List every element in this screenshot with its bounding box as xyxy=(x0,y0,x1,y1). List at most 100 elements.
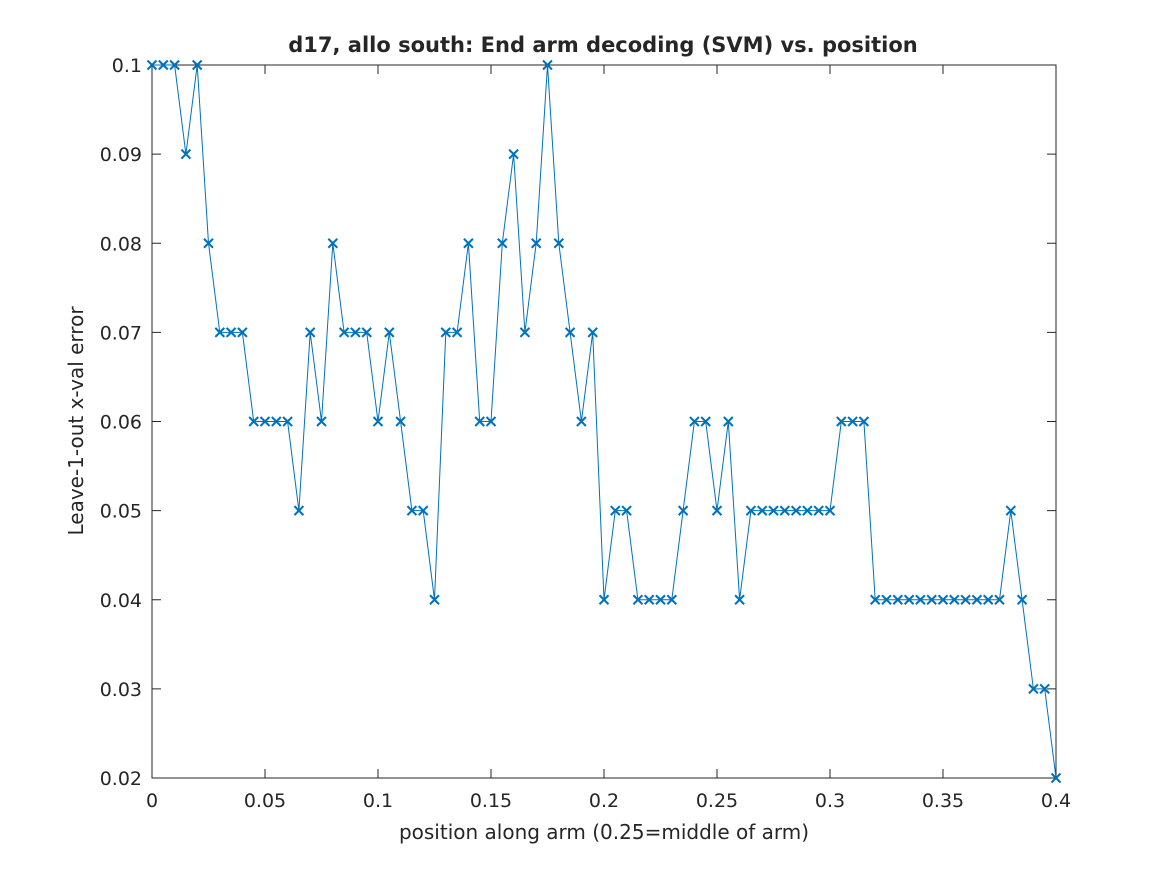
data-point-marker xyxy=(903,594,915,605)
data-point-marker xyxy=(271,416,282,427)
data-point-marker xyxy=(576,416,587,427)
x-axis-label: position along arm (0.25=middle of arm) xyxy=(399,820,809,844)
data-point-marker xyxy=(689,416,700,427)
data-point-marker xyxy=(316,416,327,427)
x-axis: 0 0.05 0.1 0.15 0.2 0.25 0.3 0.35 0.4 xyxy=(146,65,1071,812)
data-point-marker xyxy=(485,416,497,427)
data-point-marker xyxy=(564,327,576,338)
data-point-marker xyxy=(1028,683,1039,695)
data-point-marker xyxy=(598,594,610,605)
data-point-marker xyxy=(802,505,813,516)
data-point-marker xyxy=(282,416,293,427)
x-tick-label: 0.05 xyxy=(244,790,286,812)
data-point-marker xyxy=(237,327,248,338)
x-tick-label: 0.2 xyxy=(589,790,619,812)
x-tick-label: 0.3 xyxy=(815,790,845,812)
data-point-marker xyxy=(881,594,892,605)
data-markers xyxy=(146,59,1062,784)
data-point-marker xyxy=(700,416,711,427)
data-point-marker xyxy=(869,594,881,605)
x-tick-label: 0 xyxy=(146,790,158,812)
y-tick-label: 0.04 xyxy=(100,590,142,612)
data-point-marker xyxy=(508,148,519,160)
y-tick-label: 0.02 xyxy=(100,768,142,790)
y-axis-label: Leave-1-out x-val error xyxy=(64,306,88,536)
data-point-marker xyxy=(406,505,418,516)
data-point-marker xyxy=(813,505,824,516)
data-point-marker xyxy=(293,505,305,516)
data-point-marker xyxy=(417,505,429,516)
x-tick-label: 0.35 xyxy=(922,790,964,812)
data-point-marker xyxy=(779,505,791,516)
y-tick-label: 0.08 xyxy=(100,233,142,255)
y-tick-label: 0.09 xyxy=(100,144,142,166)
data-point-marker xyxy=(259,416,271,427)
data-point-marker xyxy=(191,59,203,71)
data-point-marker xyxy=(994,594,1005,605)
data-point-marker xyxy=(926,594,937,605)
y-tick-label: 0.07 xyxy=(100,322,142,344)
data-point-marker xyxy=(768,505,779,516)
data-point-marker xyxy=(440,327,452,338)
data-point-marker xyxy=(338,327,350,338)
data-point-marker xyxy=(553,238,565,249)
data-point-marker xyxy=(655,594,666,605)
data-point-marker xyxy=(304,327,316,338)
data-point-marker xyxy=(1016,594,1028,605)
data-point-marker xyxy=(327,238,339,249)
data-point-marker xyxy=(587,327,598,338)
data-point-marker xyxy=(180,148,192,160)
data-point-marker xyxy=(756,505,768,516)
y-tick-label: 0.05 xyxy=(100,501,142,523)
data-point-marker xyxy=(666,594,678,605)
data-point-marker xyxy=(982,594,994,605)
data-point-marker xyxy=(971,594,983,605)
x-tick-label: 0.25 xyxy=(696,790,738,812)
data-point-marker xyxy=(892,594,904,605)
data-point-marker xyxy=(824,505,836,516)
data-point-marker xyxy=(429,594,440,605)
data-point-marker xyxy=(858,416,870,427)
data-point-marker xyxy=(937,594,949,605)
data-point-marker xyxy=(519,327,531,338)
data-point-marker xyxy=(497,238,508,249)
plot-area xyxy=(151,64,1057,779)
data-point-marker xyxy=(225,327,237,338)
data-point-marker xyxy=(621,505,632,516)
x-tick-label: 0.4 xyxy=(1041,790,1071,812)
data-point-marker xyxy=(474,416,485,427)
data-point-marker xyxy=(949,594,960,605)
data-point-marker xyxy=(745,505,757,516)
data-point-marker xyxy=(723,416,734,427)
data-point-marker xyxy=(915,594,926,605)
data-point-marker xyxy=(847,416,858,427)
data-point-marker xyxy=(463,238,474,249)
data-point-marker xyxy=(248,416,259,427)
data-point-marker xyxy=(169,59,180,71)
data-point-marker xyxy=(677,505,689,516)
data-point-marker xyxy=(711,505,723,516)
data-point-marker xyxy=(790,505,802,516)
y-tick-label: 0.03 xyxy=(100,679,142,701)
y-tick-label: 0.1 xyxy=(112,55,142,77)
data-point-marker xyxy=(384,327,395,338)
data-point-marker xyxy=(1039,683,1050,695)
data-point-marker xyxy=(451,327,463,338)
data-point-marker xyxy=(372,416,384,427)
data-point-marker xyxy=(361,327,372,338)
y-tick-label: 0.06 xyxy=(100,412,142,434)
data-point-marker xyxy=(214,327,226,338)
data-point-marker xyxy=(836,416,847,427)
data-point-marker xyxy=(734,594,745,605)
data-point-marker xyxy=(1005,505,1017,516)
data-point-marker xyxy=(542,59,553,71)
data-point-marker xyxy=(395,416,406,427)
data-point-marker xyxy=(530,238,542,249)
data-point-marker xyxy=(1050,772,1062,784)
y-axis: 0.02 0.03 0.04 0.05 0.06 0.07 0.08 0.09 0.1 xyxy=(100,55,1056,790)
data-point-marker xyxy=(632,594,644,605)
chart-title: d17, allo south: End arm decoding (SVM) … xyxy=(288,33,918,57)
x-tick-label: 0.15 xyxy=(470,790,512,812)
